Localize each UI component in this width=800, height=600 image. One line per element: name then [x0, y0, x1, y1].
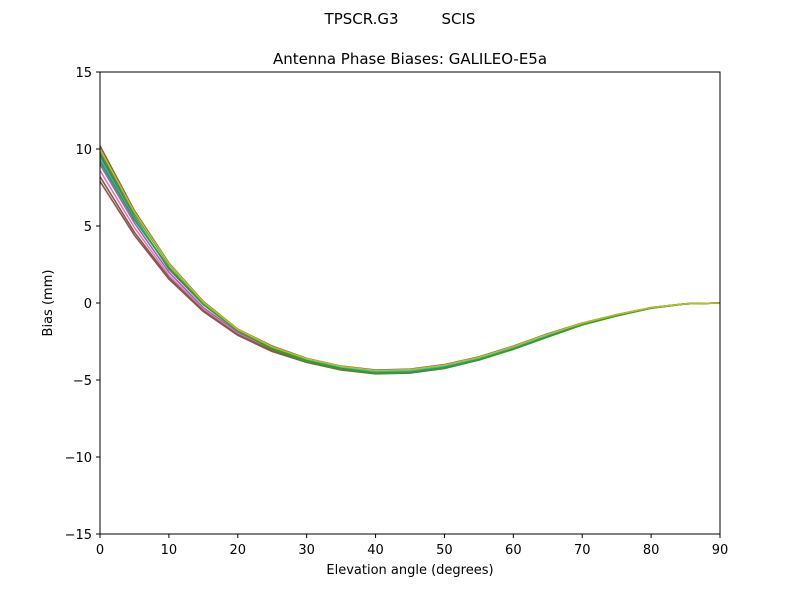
series-line-8: [99, 151, 721, 374]
y-tick-label: 5: [84, 220, 92, 235]
y-axis: −15 −10 −5 0 5 10 15: [65, 66, 100, 543]
y-tick-label: −10: [65, 451, 92, 466]
y-tick-label: −15: [65, 528, 92, 543]
y-tick-label: 0: [84, 297, 92, 312]
series-line-9: [99, 160, 721, 375]
x-tick-label: 20: [230, 543, 247, 558]
y-axis-label: Bias (mm): [41, 270, 56, 337]
series-line-2: [99, 154, 721, 372]
series-line-4: [99, 170, 721, 374]
series-line-1: [99, 145, 721, 371]
series-line-3: [99, 163, 721, 373]
x-tick-label: 10: [161, 543, 178, 558]
x-axis: 0 10 20 30 40 50 60 70 80 90: [96, 534, 728, 558]
suptitle-antenna: TPSCR.G3: [324, 10, 399, 28]
suptitle-station: SCIS: [441, 10, 476, 28]
plot-frame: [99, 71, 721, 535]
series-line-6: [99, 180, 721, 375]
x-tick-label: 90: [712, 543, 729, 558]
x-tick-label: 70: [574, 543, 591, 558]
x-tick-label: 50: [436, 543, 453, 558]
chart-title: Antenna Phase Biases: GALILEO-E5a: [273, 50, 547, 68]
y-tick-label: 15: [75, 66, 92, 81]
x-tick-label: 80: [643, 543, 660, 558]
y-tick-label: 10: [75, 143, 92, 158]
series-line-5: [99, 176, 721, 374]
x-tick-label: 60: [505, 543, 522, 558]
x-tick-label: 30: [298, 543, 315, 558]
series-line-7: [99, 157, 721, 373]
y-tick-label: −5: [73, 374, 92, 389]
x-axis-label: Elevation angle (degrees): [326, 563, 493, 578]
series-line-10: [99, 148, 721, 372]
series-layer: [99, 145, 721, 375]
x-tick-label: 40: [367, 543, 384, 558]
x-tick-label: 0: [96, 543, 104, 558]
figure-suptitle: TPSCR.G3 SCIS: [0, 10, 800, 28]
